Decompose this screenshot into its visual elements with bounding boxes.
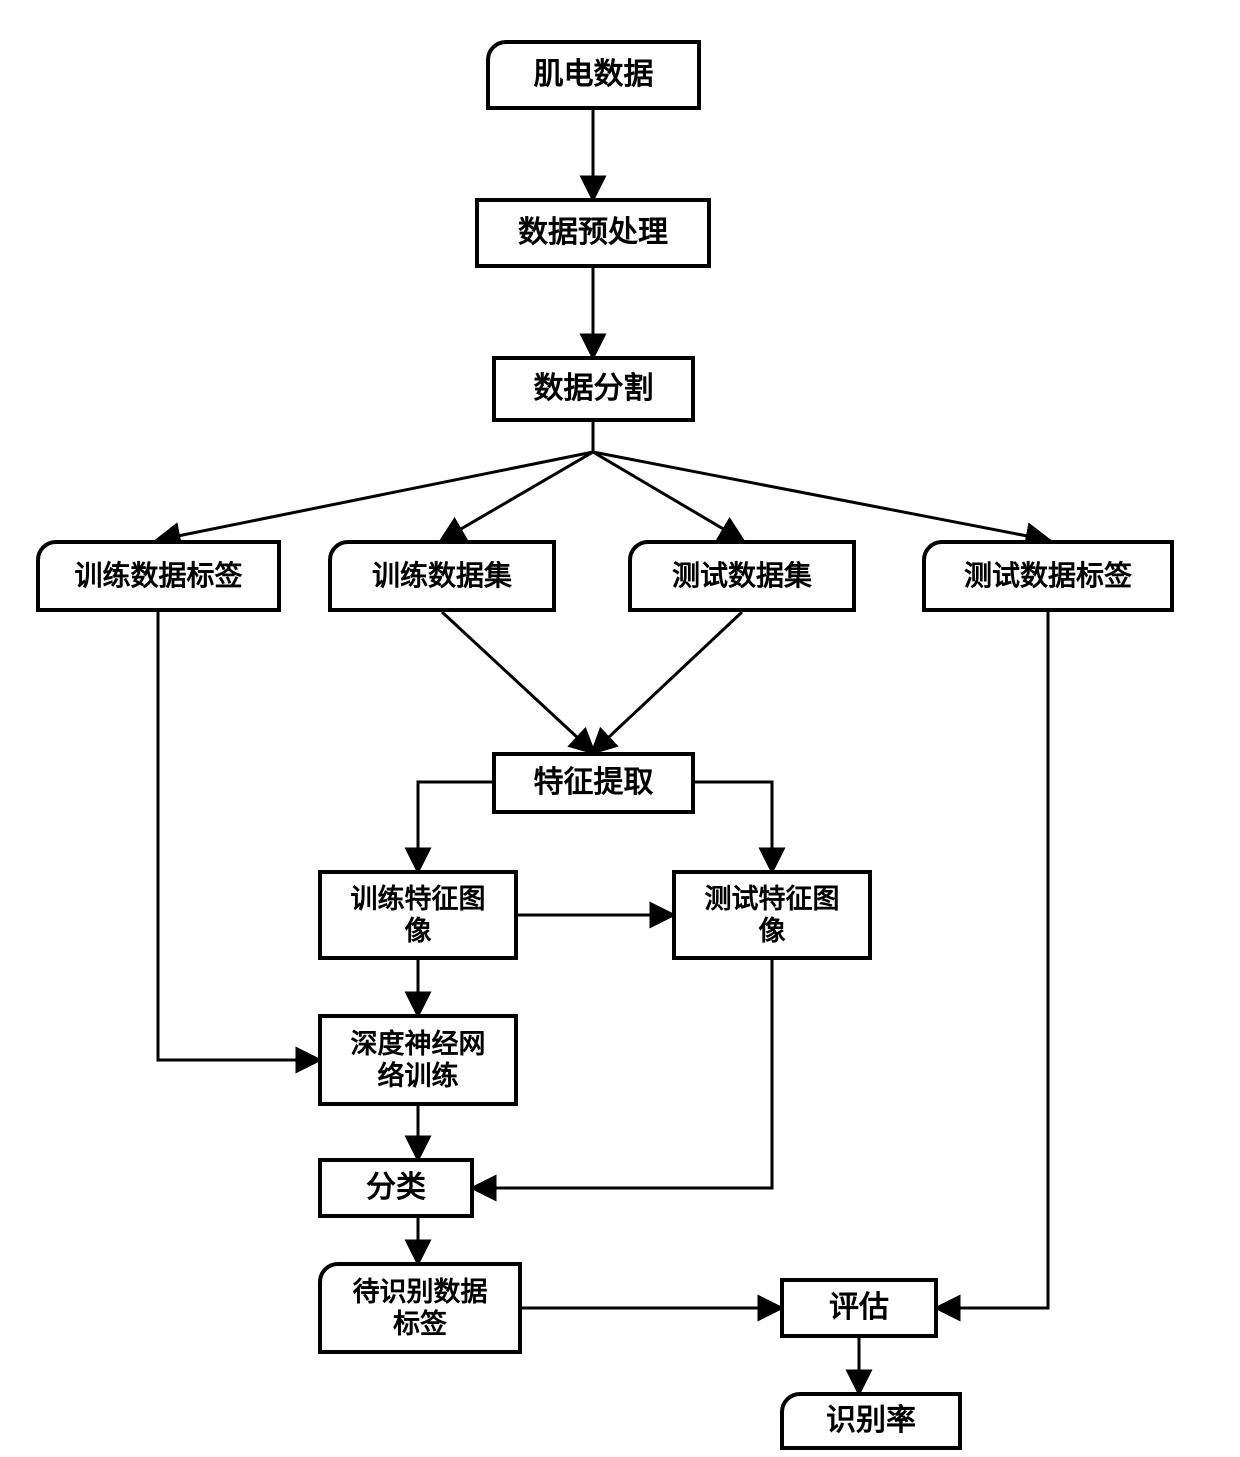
node-featext: 特征提取 bbox=[492, 752, 695, 814]
node-testlabel: 测试数据标签 bbox=[922, 540, 1174, 612]
node-predlabel: 待识别数据 标签 bbox=[318, 1262, 522, 1354]
node-label: 评估 bbox=[829, 1290, 889, 1326]
edge-testset-to-featext bbox=[593, 612, 742, 752]
node-trainfeat: 训练特征图 像 bbox=[318, 870, 518, 960]
node-eval: 评估 bbox=[780, 1278, 938, 1338]
edge-testlabel-to-eval bbox=[938, 612, 1048, 1308]
node-label: 特征提取 bbox=[534, 765, 654, 801]
node-label: 训练数据标签 bbox=[74, 559, 242, 593]
node-testset: 测试数据集 bbox=[628, 540, 856, 612]
node-label: 分类 bbox=[366, 1170, 426, 1206]
node-label: 识别率 bbox=[826, 1403, 916, 1439]
node-testfeat: 测试特征图 像 bbox=[672, 870, 872, 960]
node-trainset: 训练数据集 bbox=[328, 540, 556, 612]
node-label: 数据分割 bbox=[534, 371, 654, 407]
edge-split-to-trainlabel bbox=[158, 422, 593, 540]
edge-trainlabel-to-dnn bbox=[158, 612, 318, 1060]
node-label: 数据预处理 bbox=[518, 215, 668, 251]
edge-trainset-to-featext bbox=[442, 612, 593, 752]
node-label: 测试数据集 bbox=[672, 559, 812, 593]
node-label: 深度神经网 络训练 bbox=[351, 1028, 486, 1093]
node-label: 测试特征图 像 bbox=[705, 883, 840, 948]
edge-split-to-trainset bbox=[442, 422, 593, 540]
edge-featext-to-trainfeat bbox=[418, 782, 492, 870]
edge-split-to-testlabel bbox=[593, 422, 1048, 540]
node-preproc: 数据预处理 bbox=[475, 198, 711, 268]
node-accuracy: 识别率 bbox=[780, 1392, 962, 1450]
node-split: 数据分割 bbox=[492, 356, 695, 422]
edge-split-to-testset bbox=[593, 422, 742, 540]
node-label: 肌电数据 bbox=[534, 57, 654, 93]
node-dnn: 深度神经网 络训练 bbox=[318, 1014, 518, 1106]
node-label: 测试数据标签 bbox=[964, 559, 1132, 593]
node-label: 训练特征图 像 bbox=[351, 883, 486, 948]
node-label: 训练数据集 bbox=[372, 559, 512, 593]
edge-featext-to-testfeat bbox=[695, 782, 772, 870]
node-label: 待识别数据 标签 bbox=[353, 1276, 488, 1341]
node-emg: 肌电数据 bbox=[486, 40, 701, 110]
node-trainlabel: 训练数据标签 bbox=[36, 540, 281, 612]
edge-testfeat-to-classify bbox=[474, 960, 772, 1188]
node-classify: 分类 bbox=[318, 1158, 474, 1218]
